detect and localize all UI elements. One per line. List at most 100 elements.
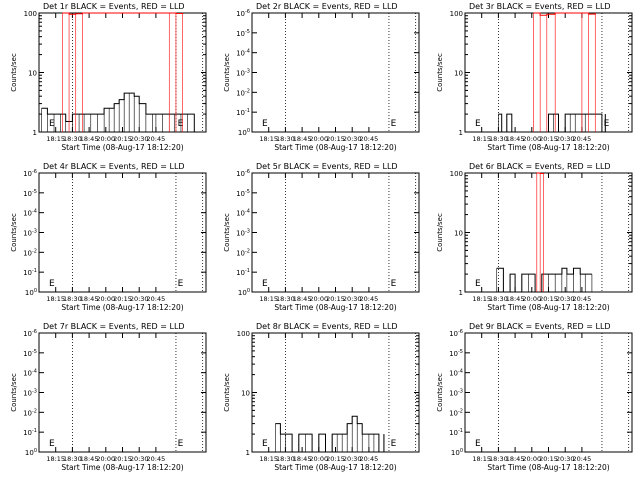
event-marker: E [49, 279, 55, 289]
event-marker: E [262, 439, 268, 449]
y-tick-label: 10 [454, 230, 463, 238]
x-tick-label: 20:00 [522, 295, 541, 303]
y-axis-label: Counts/sec [10, 213, 18, 252]
y-tick-label: 100 [25, 288, 37, 297]
x-axis-label: Start Time (08-Aug-17 18:12:20) [274, 303, 396, 312]
chart-title: Det 5r BLACK = Events, RED = LLD [256, 162, 398, 171]
event-marker: E [604, 119, 610, 129]
event-marker: E [178, 439, 184, 449]
y-tick-label: 10-3 [236, 229, 250, 238]
x-tick-label: 20:15 [539, 455, 558, 463]
x-tick-label: 18:30 [276, 295, 295, 303]
y-tick-label: 10-2 [236, 248, 250, 257]
y-axis-label: Counts/sec [436, 373, 444, 412]
y-tick-label: 10-1 [23, 268, 37, 277]
y-tick-label: 10-5 [236, 189, 250, 198]
x-tick-label: 20:45 [147, 135, 166, 143]
y-tick-label: 1 [459, 289, 463, 297]
series-1 [496, 267, 593, 293]
x-tick-label: 18:45 [293, 135, 312, 143]
y-tick-label: 10 [241, 390, 250, 398]
y-tick-label: 10-3 [236, 69, 250, 78]
plot-frame [38, 332, 207, 453]
x-tick-label: 18:45 [293, 455, 312, 463]
x-tick-label: 20:30 [130, 295, 149, 303]
x-tick-label: 18:15 [259, 455, 278, 463]
x-tick-label: 18:30 [63, 295, 82, 303]
event-marker: E [391, 439, 397, 449]
chart-title: Det 4r BLACK = Events, RED = LLD [43, 162, 185, 171]
x-tick-label: 18:15 [472, 135, 491, 143]
series-1 [41, 92, 201, 133]
x-tick-label: 20:15 [113, 295, 132, 303]
x-tick-label: 20:00 [309, 135, 328, 143]
y-tick-label: 10-4 [23, 369, 37, 378]
y-tick-label: 10-1 [236, 268, 250, 277]
chart-title: Det 6r BLACK = Events, RED = LLD [469, 162, 611, 171]
series-line [536, 172, 544, 174]
y-axis-label: Counts/sec [223, 53, 231, 92]
x-tick-label: 20:45 [360, 455, 379, 463]
x-tick-label: 20:00 [522, 455, 541, 463]
chart-panel-3: Det 3r BLACK = Events, RED = LLD 1 10 100 18… [436, 2, 633, 152]
y-tick-label: 10-3 [449, 389, 463, 398]
y-axis-label: Counts/sec [10, 373, 18, 412]
x-axis-label: Start Time (08-Aug-17 18:12:20) [274, 143, 396, 152]
x-tick-label: 18:45 [506, 135, 525, 143]
x-tick-label: 20:15 [326, 455, 345, 463]
x-tick-label: 20:15 [539, 295, 558, 303]
y-tick-label: 10-2 [449, 408, 463, 417]
x-tick-label: 18:15 [46, 135, 65, 143]
y-tick-label: 100 [450, 170, 463, 178]
x-tick-label: 18:45 [80, 135, 99, 143]
y-tick-label: 10-6 [236, 9, 250, 18]
x-tick-label: 20:30 [343, 135, 362, 143]
y-tick-label: 100 [238, 288, 250, 297]
x-axis-label: Start Time (08-Aug-17 18:12:20) [487, 143, 609, 152]
y-tick-label: 10-5 [23, 189, 37, 198]
chart-title: Det 7r BLACK = Events, RED = LLD [43, 322, 185, 331]
y-tick-label: 1 [33, 129, 37, 137]
chart-title: Det 2r BLACK = Events, RED = LLD [256, 2, 398, 11]
y-axis-label: Counts/sec [10, 53, 18, 92]
x-tick-label: 18:15 [472, 455, 491, 463]
series-line [275, 415, 385, 453]
x-axis-label: Start Time (08-Aug-17 18:12:20) [274, 463, 396, 472]
y-tick-label: 10-6 [449, 329, 463, 338]
x-tick-label: 18:45 [506, 455, 525, 463]
y-tick-label: 10-2 [23, 248, 37, 257]
y-tick-label: 10-2 [23, 408, 37, 417]
plot-frame [38, 172, 207, 293]
y-tick-label: 10-5 [449, 349, 463, 358]
chart-panel-2: Det 2r BLACK = Events, RED = LLD 100 10-1 1… [223, 2, 420, 152]
x-tick-label: 18:30 [276, 455, 295, 463]
x-tick-label: 20:30 [556, 295, 575, 303]
chart-panel-4: Det 4r BLACK = Events, RED = LLD 100 10-1 1… [10, 162, 207, 312]
y-tick-label: 10 [28, 70, 37, 78]
y-tick-label: 10-4 [449, 369, 463, 378]
x-tick-label: 20:15 [113, 455, 132, 463]
event-marker: E [391, 279, 397, 289]
chart-panel-5: Det 5r BLACK = Events, RED = LLD 100 10-1 1… [223, 162, 420, 312]
plot-frame [251, 12, 420, 133]
x-tick-label: 20:30 [343, 295, 362, 303]
x-axis-label: Start Time (08-Aug-17 18:12:20) [61, 143, 183, 152]
x-tick-label: 18:15 [259, 295, 278, 303]
x-tick-label: 20:15 [539, 135, 558, 143]
chart-panel-6: Det 6r BLACK = Events, RED = LLD 1 10 100 18… [436, 162, 633, 312]
x-tick-label: 20:45 [360, 135, 379, 143]
y-tick-label: 10-1 [23, 428, 37, 437]
x-tick-label: 20:45 [147, 455, 166, 463]
x-tick-label: 18:45 [506, 295, 525, 303]
y-tick-label: 100 [451, 448, 463, 457]
y-tick-label: 100 [237, 330, 250, 338]
x-tick-label: 18:30 [489, 455, 508, 463]
x-tick-label: 20:00 [96, 455, 115, 463]
x-tick-label: 18:45 [293, 295, 312, 303]
x-tick-label: 18:30 [489, 295, 508, 303]
x-tick-label: 18:15 [46, 455, 65, 463]
y-tick-label: 10-6 [23, 329, 37, 338]
y-tick-label: 1 [246, 449, 250, 457]
series-2 [533, 12, 596, 132]
